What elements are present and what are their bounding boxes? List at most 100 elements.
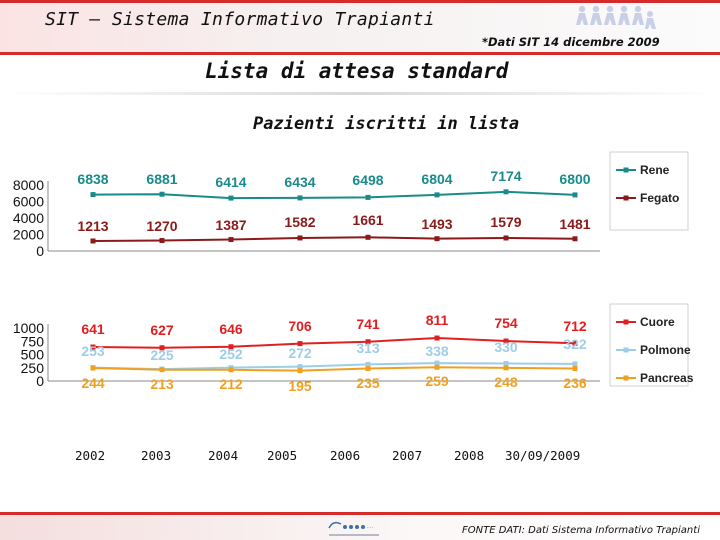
data-label-cuore: 706 bbox=[288, 318, 312, 334]
data-label-polmone: 313 bbox=[356, 340, 380, 356]
data-point-fegato bbox=[503, 235, 509, 241]
data-label-polmone: 272 bbox=[288, 345, 312, 361]
data-point-pancreas bbox=[434, 364, 440, 370]
data-label-cuore: 811 bbox=[426, 312, 449, 328]
data-label-fegato: 1270 bbox=[146, 218, 177, 234]
data-point-pancreas bbox=[572, 365, 578, 371]
data-point-rene bbox=[434, 192, 440, 198]
data-point-pancreas bbox=[365, 366, 371, 372]
data-date-note: *Dati SIT 14 dicembre 2009 bbox=[482, 35, 660, 49]
y-tick-label: 0 bbox=[36, 373, 44, 389]
data-label-pancreas: 236 bbox=[563, 375, 587, 391]
x-tick-label: 2008 bbox=[454, 448, 485, 463]
y-tick-label: 6000 bbox=[13, 194, 44, 210]
y-tick-label: 500 bbox=[21, 347, 45, 363]
data-point-polmone bbox=[297, 364, 303, 370]
data-label-rene: 7174 bbox=[490, 168, 521, 184]
data-point-rene bbox=[365, 194, 371, 200]
x-tick-label: 2005 bbox=[267, 448, 298, 463]
legend-label-pancreas: Pancreas bbox=[640, 371, 694, 385]
data-point-fegato bbox=[90, 238, 96, 244]
y-tick-label: 2000 bbox=[13, 227, 44, 243]
data-point-rene bbox=[159, 191, 165, 197]
data-label-fegato: 1481 bbox=[559, 216, 590, 232]
data-point-polmone bbox=[434, 360, 440, 366]
x-tick-label: 2006 bbox=[330, 448, 361, 463]
data-point-polmone bbox=[572, 361, 578, 367]
data-label-cuore: 741 bbox=[356, 316, 380, 332]
series-line-rene bbox=[92, 190, 576, 200]
data-label-cuore: 754 bbox=[494, 315, 518, 331]
y-tick-label: 1000 bbox=[13, 320, 44, 336]
data-label-pancreas: 248 bbox=[494, 374, 518, 390]
data-point-pancreas bbox=[503, 365, 509, 371]
data-label-cuore: 712 bbox=[563, 318, 587, 334]
data-point-cuore bbox=[503, 338, 509, 344]
svg-text:...: ... bbox=[367, 522, 374, 530]
data-point-fegato bbox=[297, 235, 303, 241]
legend-label-fegato: Fegato bbox=[640, 191, 679, 205]
data-label-pancreas: 195 bbox=[288, 378, 312, 394]
data-point-polmone bbox=[365, 361, 371, 367]
data-label-rene: 6881 bbox=[146, 171, 177, 187]
data-label-polmone: 252 bbox=[219, 346, 243, 362]
data-point-pancreas bbox=[159, 367, 165, 373]
data-label-pancreas: 244 bbox=[81, 375, 105, 391]
x-tick-label: 2004 bbox=[208, 448, 239, 463]
x-tick-label: 2003 bbox=[141, 448, 172, 463]
footer-bar: ... FONTE DATI: Dati Sistema Informativo… bbox=[0, 512, 720, 540]
data-label-polmone: 322 bbox=[563, 336, 587, 352]
legend-marker-pancreas bbox=[623, 375, 629, 381]
cnt-logo-icon: ... bbox=[328, 521, 379, 536]
data-label-fegato: 1493 bbox=[421, 216, 452, 232]
header-bar: SIT – Sistema Informativo Trapianti *Dat… bbox=[0, 0, 720, 55]
legend-marker-polmone bbox=[623, 347, 629, 353]
series-line-cuore bbox=[92, 337, 576, 349]
data-label-polmone: 225 bbox=[150, 347, 174, 363]
y-tick-label: 750 bbox=[21, 333, 45, 349]
y-tick-label: 0 bbox=[36, 243, 44, 259]
data-label-fegato: 1213 bbox=[77, 218, 108, 234]
data-label-rene: 6434 bbox=[284, 174, 315, 190]
title-divider bbox=[0, 92, 720, 95]
data-point-cuore bbox=[159, 345, 165, 351]
data-label-fegato: 1579 bbox=[490, 214, 521, 230]
data-point-pancreas bbox=[90, 365, 96, 371]
data-point-rene bbox=[503, 189, 509, 195]
data-point-cuore bbox=[572, 340, 578, 346]
y-tick-label: 8000 bbox=[13, 177, 44, 193]
data-point-cuore bbox=[434, 335, 440, 341]
data-label-rene: 6800 bbox=[559, 171, 590, 187]
data-point-rene bbox=[297, 195, 303, 201]
data-point-cuore bbox=[228, 344, 234, 350]
data-label-rene: 6804 bbox=[421, 171, 452, 187]
y-tick-label: 250 bbox=[21, 360, 45, 376]
data-label-polmone: 338 bbox=[425, 343, 449, 359]
legend-label-rene: Rene bbox=[640, 163, 670, 177]
data-point-fegato bbox=[228, 237, 234, 243]
legend-marker-cuore bbox=[623, 319, 629, 325]
data-point-rene bbox=[572, 192, 578, 198]
data-label-fegato: 1661 bbox=[352, 212, 383, 228]
data-label-cuore: 627 bbox=[150, 322, 174, 338]
data-point-fegato bbox=[434, 236, 440, 242]
data-point-rene bbox=[228, 195, 234, 201]
data-point-rene bbox=[90, 192, 96, 198]
legend-box-1 bbox=[609, 151, 689, 231]
data-label-pancreas: 259 bbox=[425, 373, 449, 389]
y-tick-label: 4000 bbox=[13, 210, 44, 226]
page-title: Lista di attesa standard bbox=[205, 59, 509, 83]
data-label-cuore: 646 bbox=[219, 321, 243, 337]
data-point-pancreas bbox=[228, 367, 234, 373]
data-label-polmone: 253 bbox=[81, 343, 105, 359]
legend-box-2 bbox=[609, 303, 689, 387]
data-label-pancreas: 213 bbox=[150, 376, 174, 392]
data-point-fegato bbox=[572, 236, 578, 242]
data-label-rene: 6498 bbox=[352, 172, 383, 188]
data-point-cuore bbox=[365, 339, 371, 345]
legend-marker-rene bbox=[623, 167, 629, 173]
series-line-fegato bbox=[92, 236, 576, 242]
data-point-polmone bbox=[503, 361, 509, 367]
data-label-pancreas: 212 bbox=[219, 376, 243, 392]
